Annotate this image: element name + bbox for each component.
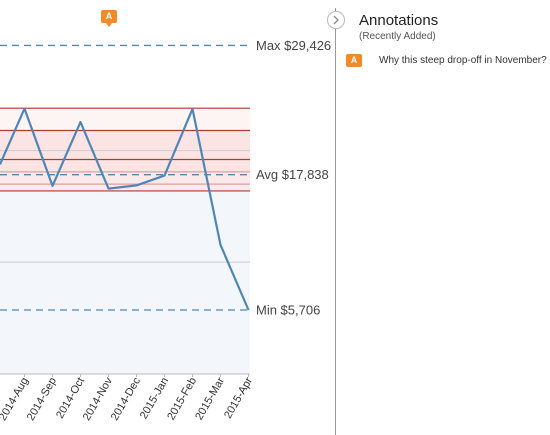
annotations-title: Annotations xyxy=(359,12,439,29)
chevron-right-icon xyxy=(333,15,339,25)
reference-label-0: Max $29,426 xyxy=(256,38,331,53)
data-point-2014-Dec xyxy=(135,183,139,187)
data-point-2015-Mar xyxy=(219,243,223,247)
data-point-2015-Apr xyxy=(247,308,251,312)
below-average-shading xyxy=(0,174,250,374)
annotation-badge-icon: A xyxy=(346,54,362,67)
data-point-2014-Nov xyxy=(107,187,111,191)
chart-annotation-marker[interactable]: A xyxy=(101,10,117,27)
sidebar-divider xyxy=(335,8,336,435)
annotation-list-item[interactable]: A Why this steep drop-off in November? xyxy=(346,54,550,67)
data-point-2014-Sep xyxy=(51,184,55,188)
x-tick-label: 2015-Apr xyxy=(222,375,255,420)
annotations-panel: Annotations (Recently Added) A Why this … xyxy=(346,12,549,67)
collapse-sidebar-button[interactable] xyxy=(327,11,345,29)
data-point-2015-Feb xyxy=(191,107,195,111)
data-point-2014-Aug xyxy=(23,107,27,111)
annotation-badge-icon: A xyxy=(101,10,117,23)
annotation-pointer-icon xyxy=(106,23,112,27)
data-point-2015-Jan xyxy=(163,174,167,178)
reference-label-2: Min $5,706 xyxy=(256,303,320,318)
annotation-text: Why this steep drop-off in November? xyxy=(379,55,547,66)
reference-label-1: Avg $17,838 xyxy=(256,167,329,182)
data-point-2014-Oct xyxy=(79,120,83,124)
annotations-subtitle: (Recently Added) xyxy=(359,31,436,42)
series-line xyxy=(0,107,250,311)
